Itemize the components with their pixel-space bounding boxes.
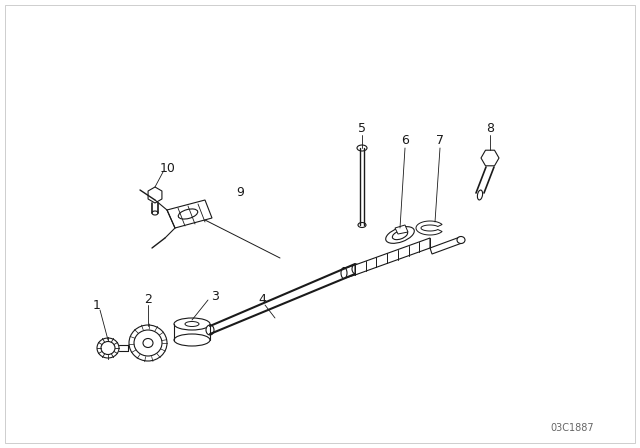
Text: 4: 4 [258, 293, 266, 306]
Polygon shape [430, 237, 462, 254]
Polygon shape [148, 187, 162, 203]
Text: 1: 1 [93, 298, 101, 311]
Ellipse shape [152, 211, 158, 215]
Ellipse shape [179, 209, 198, 219]
Ellipse shape [358, 223, 366, 228]
Ellipse shape [357, 145, 367, 151]
Polygon shape [481, 150, 499, 166]
Polygon shape [395, 225, 408, 234]
Text: 5: 5 [358, 121, 366, 134]
Text: 03C1887: 03C1887 [550, 423, 594, 433]
Ellipse shape [174, 318, 210, 330]
Ellipse shape [129, 325, 167, 361]
Text: 10: 10 [160, 161, 176, 175]
Ellipse shape [477, 190, 483, 200]
Ellipse shape [185, 322, 199, 327]
Text: 3: 3 [211, 289, 219, 302]
Ellipse shape [386, 227, 414, 243]
Ellipse shape [457, 237, 465, 244]
Ellipse shape [392, 230, 408, 240]
Ellipse shape [174, 334, 210, 346]
Text: 6: 6 [401, 134, 409, 146]
Polygon shape [416, 221, 442, 235]
Ellipse shape [341, 267, 347, 279]
Ellipse shape [101, 341, 115, 354]
Text: 2: 2 [144, 293, 152, 306]
Ellipse shape [143, 339, 153, 348]
Ellipse shape [352, 264, 360, 274]
Ellipse shape [97, 338, 119, 358]
Polygon shape [167, 200, 212, 228]
Text: 8: 8 [486, 121, 494, 134]
Text: 7: 7 [436, 134, 444, 146]
Text: 9: 9 [236, 185, 244, 198]
Ellipse shape [134, 330, 162, 356]
Ellipse shape [206, 325, 214, 335]
Polygon shape [355, 238, 430, 275]
